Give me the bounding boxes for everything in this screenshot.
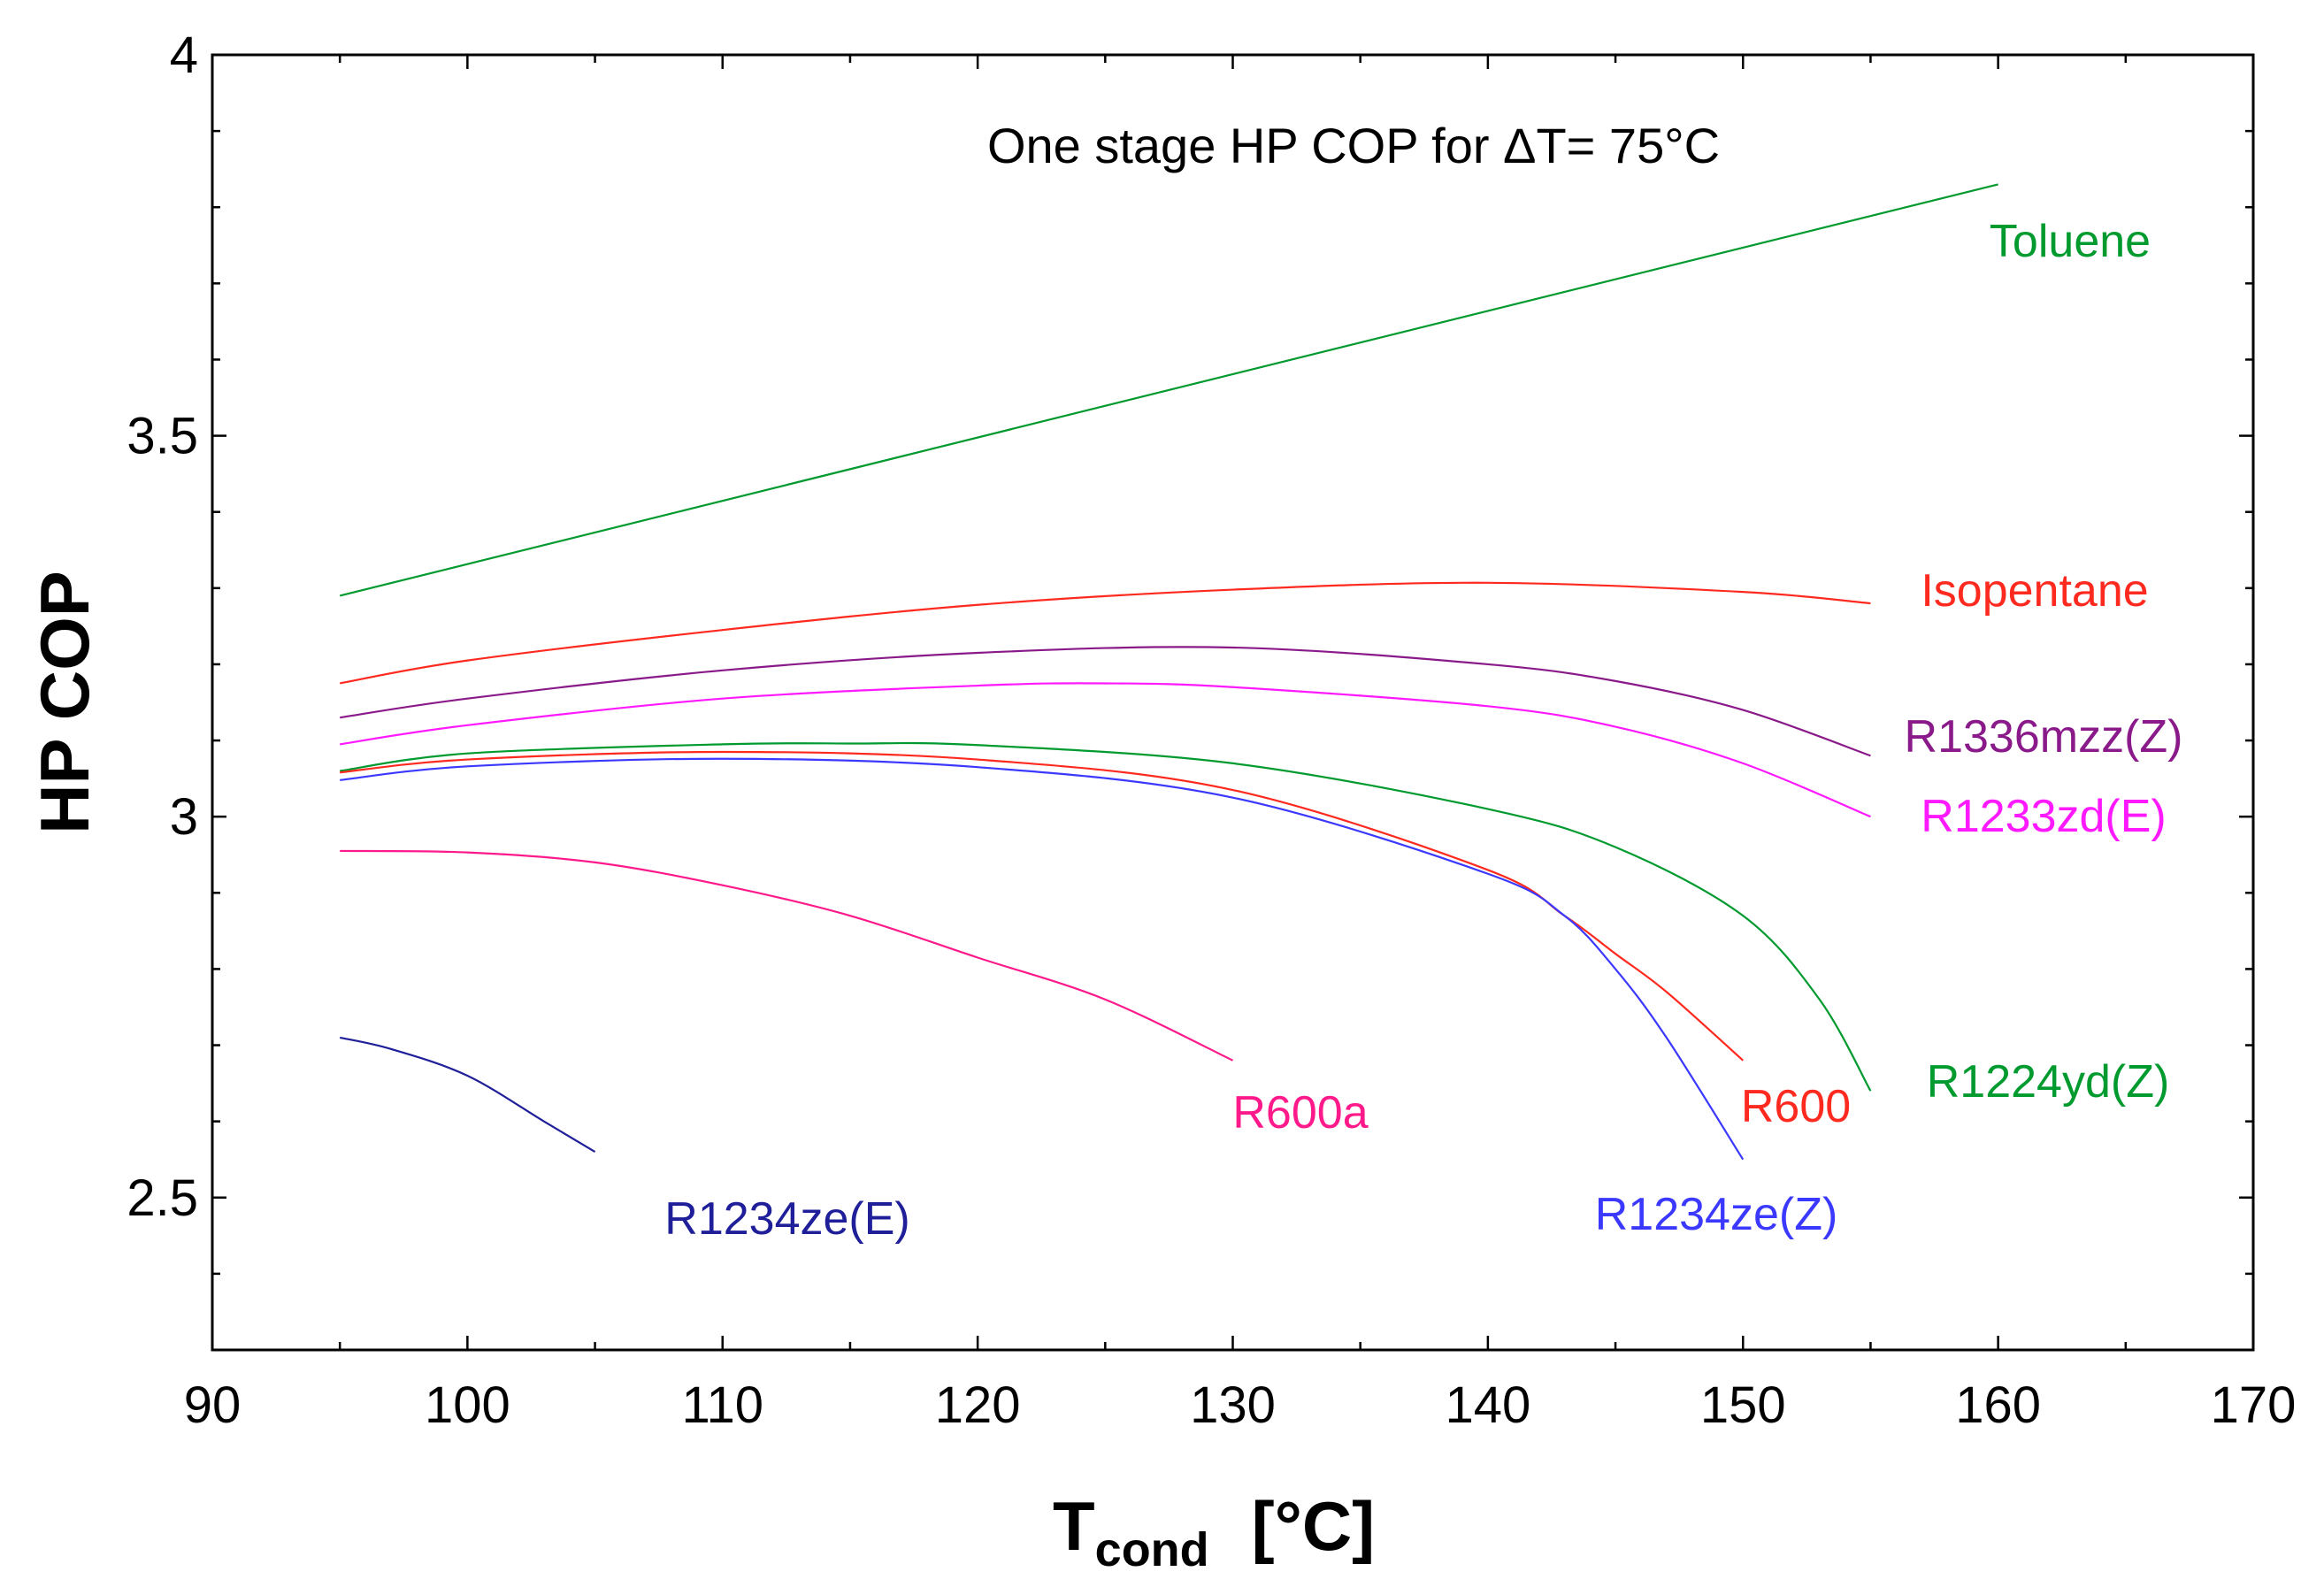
x-tick-label: 120	[935, 1376, 1021, 1434]
y-tick-label: 4	[170, 27, 198, 84]
series-labels: Toluene Isopentane R1336mzz(Z) R1233zd(E) R1…	[664, 216, 2182, 1245]
x-tick-label: 100	[425, 1376, 510, 1434]
series-label-r1336mzz-z: R1336mzz(Z)	[1905, 711, 2183, 763]
series-label-toluene: Toluene	[1990, 216, 2151, 267]
y-tick-label: 2.5	[127, 1169, 198, 1227]
x-axis-title: Tcond [°C]	[1053, 1487, 1375, 1576]
series-line-r1233zd-e	[340, 682, 1871, 818]
plot-frame	[211, 53, 2255, 1352]
y-tick-label: 3.5	[127, 408, 198, 465]
series-lines	[339, 183, 1998, 1161]
series-line-r600	[340, 750, 1744, 1062]
x-tick-label: 90	[184, 1376, 242, 1434]
x-axis-title-unit: [°C]	[1252, 1487, 1375, 1565]
y-tick-labels: 2.5 3 3.5 4	[127, 27, 198, 1227]
series-label-isopentane: Isopentane	[1921, 565, 2148, 617]
series-label-r1233zd-e: R1233zd(E)	[1921, 791, 2166, 842]
series-label-r1234ze-z: R1234ze(Z)	[1595, 1189, 1838, 1240]
x-tick-labels: 90 100 110 120 130 140 150 160 170	[184, 1376, 2297, 1434]
x-axis-title-subscript: cond	[1095, 1523, 1209, 1576]
x-tick-label: 110	[682, 1376, 763, 1434]
x-tick-label: 170	[2211, 1376, 2297, 1434]
x-tick-label: 140	[1445, 1376, 1530, 1434]
x-axis-title-main: T	[1053, 1487, 1095, 1565]
series-label-r1234ze-e: R1234ze(E)	[664, 1193, 909, 1245]
tick-marks	[211, 53, 2255, 1352]
series-line-r1234ze-e	[339, 1036, 596, 1154]
series-label-r1224yd-z: R1224yd(Z)	[1927, 1056, 2170, 1108]
x-tick-label: 150	[1700, 1376, 1786, 1434]
series-label-r600: R600	[1741, 1081, 1851, 1132]
x-tick-label: 130	[1190, 1376, 1276, 1434]
x-tick-label: 160	[1955, 1376, 2041, 1434]
series-line-toluene	[339, 183, 1998, 597]
y-tick-label: 3	[170, 788, 198, 846]
series-line-isopentane	[339, 581, 1871, 685]
series-label-r600a: R600a	[1232, 1087, 1368, 1138]
series-line-r1224yd-z	[340, 741, 1872, 1092]
chart-title: One stage HP COP for ΔT= 75°C	[987, 118, 1720, 173]
y-axis-title: HP COP	[26, 571, 104, 834]
series-line-r600a	[340, 849, 1233, 1062]
series-line-r1234ze-z	[340, 757, 1745, 1161]
series-line-r1336mzz-z	[340, 646, 1871, 757]
